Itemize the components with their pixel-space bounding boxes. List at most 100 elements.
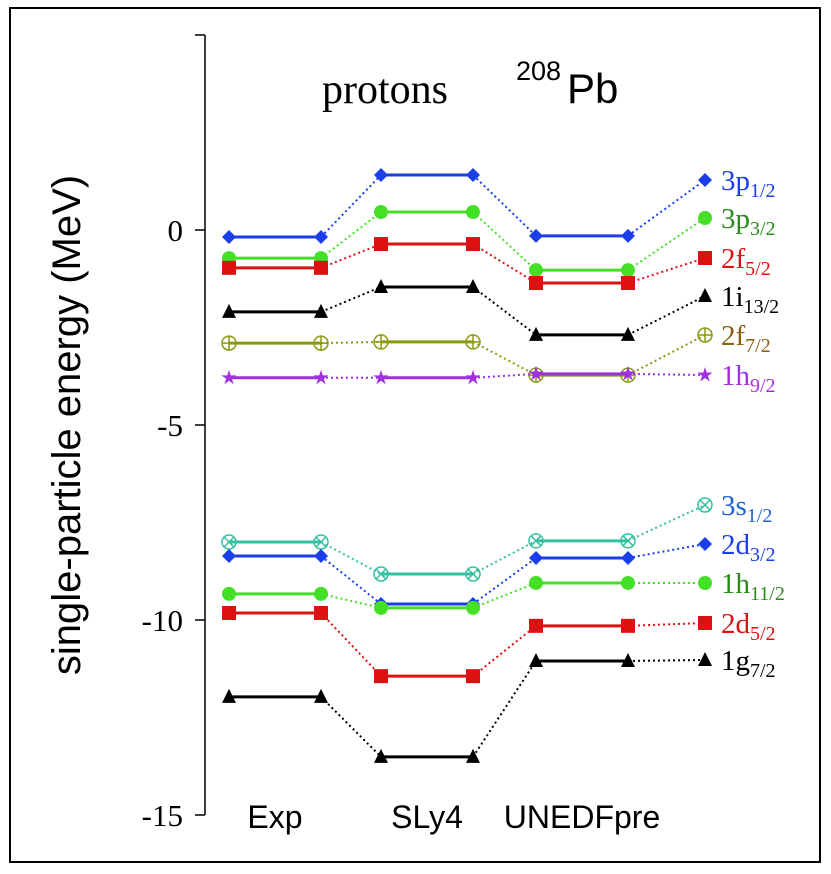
marker	[621, 276, 635, 291]
frame	[9, 7, 821, 863]
series-name: 2d	[721, 608, 751, 640]
marker	[466, 669, 480, 684]
marker-shape	[222, 260, 236, 275]
marker	[373, 334, 389, 350]
nucleus-symbol: Pb	[567, 65, 618, 112]
marker	[374, 748, 388, 763]
series-sub: 3/2	[750, 544, 776, 566]
marker	[621, 618, 635, 633]
connector	[320, 541, 382, 575]
marker-shape	[222, 688, 236, 703]
series-sub: 1/2	[747, 505, 773, 527]
connector	[472, 557, 537, 605]
marker-shape	[466, 600, 480, 615]
connector	[320, 555, 382, 605]
series-sub: 5/2	[745, 258, 771, 280]
marker-shape	[698, 288, 712, 302]
x-tick-label: SLy4	[391, 799, 463, 835]
connector	[320, 340, 382, 345]
nucleus-mass: 208	[516, 56, 561, 86]
connector	[627, 257, 706, 284]
connector	[320, 696, 382, 758]
series-label: 2d5/2	[721, 608, 776, 645]
marker-shape	[373, 369, 389, 385]
marker-shape	[313, 369, 329, 385]
connector	[627, 295, 706, 336]
marker-shape	[314, 549, 328, 564]
marker	[374, 168, 388, 183]
marker	[465, 369, 481, 385]
marker-shape	[374, 669, 388, 684]
marker	[529, 618, 543, 633]
marker-shape	[529, 618, 543, 633]
marker	[698, 537, 712, 551]
marker	[373, 566, 389, 582]
connector	[627, 504, 706, 542]
marker	[466, 237, 480, 252]
marker-shape	[529, 326, 543, 341]
connector	[627, 334, 706, 376]
marker	[697, 327, 713, 343]
marker-shape	[698, 328, 712, 342]
y-axis-label: single-particle energy (MeV)	[45, 175, 89, 675]
y-tick-label: -5	[157, 408, 183, 443]
marker	[697, 367, 713, 382]
marker	[466, 748, 480, 763]
marker	[466, 278, 480, 293]
series-name: 2f	[721, 320, 746, 352]
series-label: 1i13/2	[721, 281, 779, 318]
marker-shape	[529, 550, 543, 565]
series-label: 2f5/2	[721, 243, 771, 280]
marker-shape	[223, 536, 235, 548]
series-name: 2d	[721, 529, 751, 561]
marker-shape	[621, 326, 635, 341]
marker-shape	[699, 499, 711, 511]
series-sub: 3/2	[750, 218, 776, 240]
connector	[472, 243, 537, 284]
marker-shape	[698, 576, 712, 590]
marker	[222, 260, 236, 275]
x-tick-label: Exp	[247, 799, 302, 835]
marker-shape	[698, 616, 712, 630]
marker	[221, 369, 237, 385]
marker	[313, 335, 329, 351]
marker-shape	[466, 278, 480, 293]
marker	[374, 205, 388, 220]
connector	[472, 582, 537, 609]
marker-shape	[466, 669, 480, 684]
marker-shape	[374, 334, 388, 349]
marker-shape	[373, 566, 389, 582]
marker-shape	[314, 688, 328, 703]
x-tick-label: UNEDFpre	[504, 799, 660, 835]
marker	[313, 534, 329, 550]
marker-shape	[529, 652, 543, 667]
marker-shape	[222, 605, 236, 620]
series-sub: 9/2	[750, 375, 776, 397]
marker	[374, 600, 388, 615]
chart-title: protons	[322, 67, 448, 113]
marker	[314, 260, 328, 275]
marker-shape	[621, 228, 635, 243]
marker	[621, 575, 635, 590]
series-label: 2d3/2	[721, 529, 776, 566]
marker	[621, 652, 635, 667]
series-sub: 7/2	[745, 335, 771, 357]
y-tick-label: -15	[142, 798, 183, 833]
connector	[627, 372, 706, 376]
marker	[374, 669, 388, 684]
connector	[320, 612, 382, 677]
marker-shape	[465, 566, 481, 582]
series-label: 3p3/2	[721, 203, 776, 240]
marker-shape	[374, 168, 388, 183]
marker	[621, 550, 635, 565]
marker	[221, 335, 237, 351]
marker-shape	[621, 263, 635, 278]
marker	[620, 533, 636, 549]
series-sub: 5/2	[750, 623, 776, 645]
y-tick-label: 0	[168, 213, 184, 248]
marker	[314, 303, 328, 318]
marker	[529, 550, 543, 565]
marker-shape	[465, 369, 481, 385]
marker-shape	[222, 303, 236, 318]
